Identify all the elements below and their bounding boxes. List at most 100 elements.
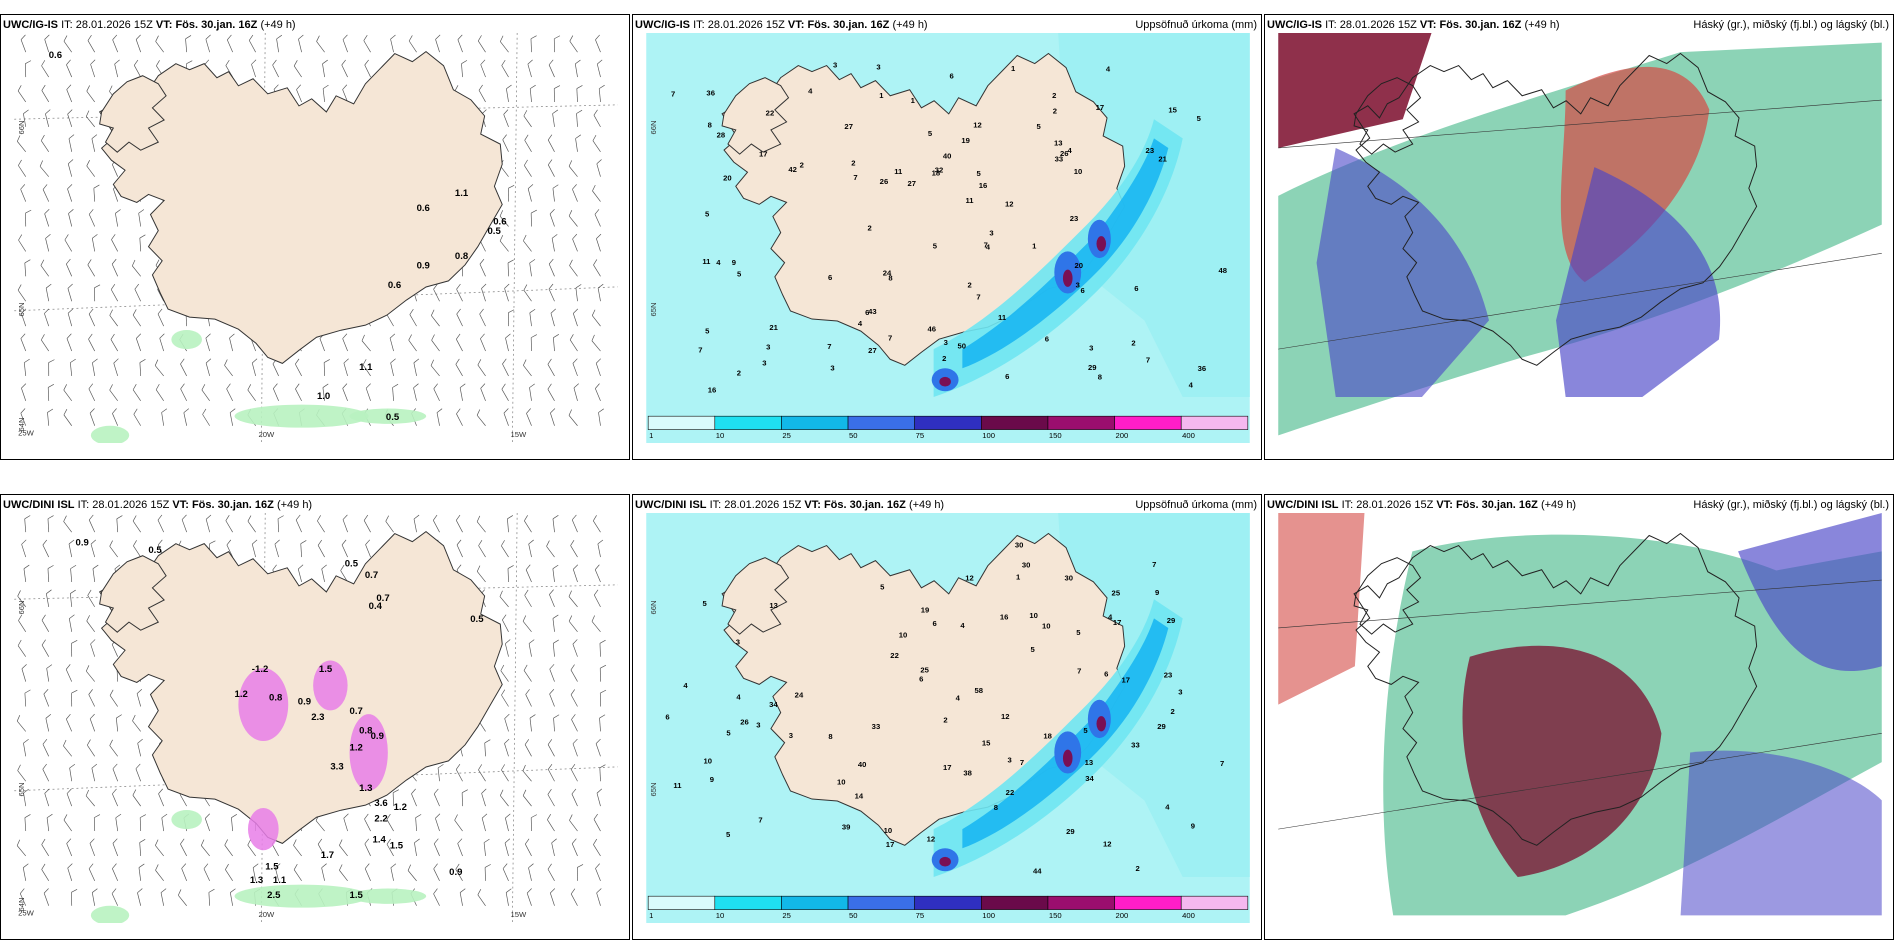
longitude-label: 15W [510, 910, 527, 919]
precip-value-label: 1 [1011, 64, 1016, 73]
wind-value-label: 0.7 [365, 570, 378, 581]
wind-barb [433, 283, 440, 302]
precip-max [1096, 236, 1107, 252]
init-time: 28.01.2026 15Z [92, 499, 170, 511]
precip-value-label: 5 [726, 729, 731, 738]
precip-value-label: 17 [1113, 618, 1122, 627]
precip-value-label: 12 [1005, 199, 1014, 208]
precip-value-label: 30 [1015, 541, 1024, 550]
wind-green-patch [90, 425, 130, 443]
wind-barb [157, 308, 164, 327]
wind-barb [41, 84, 50, 103]
wind-barb [247, 515, 256, 533]
wind-barb [158, 788, 164, 807]
precip-value-label: 6 [1080, 286, 1084, 295]
wind-barb [91, 888, 98, 906]
wind-barb [20, 34, 27, 53]
wind-value-label: 1.1 [273, 875, 287, 886]
wind-barb [505, 333, 511, 352]
wind-barb [504, 713, 510, 732]
wind-barb [547, 383, 555, 402]
precip-value-label: 2 [868, 223, 872, 232]
precip-max [1096, 716, 1107, 732]
wind-barb [88, 333, 96, 352]
wind-barb [224, 839, 233, 857]
wind-barb [63, 739, 72, 757]
valid-time: Fös. 30.jan. 16Z [1439, 19, 1522, 31]
legend-tick-label: 150 [1049, 431, 1062, 440]
wind-barb [572, 308, 579, 327]
precip-value-label: 4 [1165, 803, 1170, 812]
precip-value-label: 40 [943, 152, 952, 161]
longitude-line [511, 33, 518, 443]
wind-barb [572, 639, 578, 657]
wind-barb [226, 34, 233, 53]
panel-igis-wind: UWC/IG-IS IT: 28.01.2026 15Z VT: Fös. 30… [0, 14, 630, 460]
precip-value-label: 8 [994, 803, 999, 812]
wind-value-label: 0.9 [449, 867, 462, 878]
precip-value-label: 18 [932, 168, 941, 177]
wind-barb [88, 383, 96, 401]
wind-barb [553, 35, 561, 53]
wind-barb [39, 160, 49, 177]
wind-barb [529, 84, 536, 103]
precip-value-label: 19 [961, 136, 970, 145]
precip-value-label: 1 [911, 96, 916, 105]
wind-barb [275, 863, 281, 881]
wind-barb [547, 134, 555, 152]
legend-tick-label: 150 [1049, 911, 1062, 920]
wind-barb [40, 134, 50, 152]
wind-barb [248, 34, 256, 53]
wind-barb [504, 838, 511, 857]
wind-barb [528, 539, 534, 558]
precip-value-label: 15 [982, 738, 991, 747]
legend-swatch [847, 415, 915, 430]
precip-value-label: 10 [884, 826, 893, 835]
precip-value-label: 5 [705, 209, 710, 218]
wind-barb [300, 540, 307, 558]
wind-barb [66, 84, 73, 103]
precip-value-label: 11 [894, 167, 903, 176]
wind-barb [413, 383, 419, 401]
wind-barb [252, 863, 259, 881]
wind-barb [594, 209, 601, 227]
wind-barb [433, 888, 440, 906]
wind-barb [456, 539, 463, 558]
panel-header: UWC/DINI ISL IT: 28.01.2026 15Z VT: Fös.… [3, 499, 625, 512]
wind-value-label: 1.3 [359, 783, 372, 794]
precip-value-label: 7 [853, 173, 857, 182]
valid-time: Fös. 30.jan. 16Z [807, 19, 890, 31]
wind-barb [203, 863, 210, 881]
wind-green-patch [234, 404, 369, 428]
init-time: 28.01.2026 15Z [724, 499, 802, 511]
precip-value-label: 26 [1060, 149, 1069, 158]
wind-barb [132, 714, 141, 732]
precip-value-label: 3 [989, 229, 993, 238]
wind-barb [480, 59, 486, 78]
panel-title: Uppsöfnuð úrkoma (mm) [1135, 499, 1257, 511]
legend-tick-label: 75 [916, 431, 925, 440]
precip-value-label: 7 [1146, 355, 1150, 364]
wind-barb [86, 85, 95, 103]
wind-barb [224, 359, 233, 377]
wind-barb [41, 60, 50, 78]
precip-value-label: 2 [737, 368, 741, 377]
wind-barb [85, 789, 95, 807]
wind-barb [43, 888, 50, 906]
wind-barb [251, 59, 257, 78]
precip-value-label: 26 [740, 717, 749, 726]
convective-cell [313, 660, 348, 711]
wind-barb [501, 540, 509, 558]
legend-swatch [914, 895, 982, 910]
legend-swatch [781, 415, 849, 430]
precip-value-label: 25 [920, 665, 929, 674]
wind-barb [437, 764, 444, 782]
wind-barb [364, 838, 371, 857]
wind-barb [41, 639, 50, 657]
wind-barb [456, 333, 463, 352]
wind-barb [530, 35, 537, 53]
wind-barb [132, 515, 141, 533]
wind-barb [597, 539, 604, 558]
init-time: 28.01.2026 15Z [707, 19, 785, 31]
wind-barb [231, 813, 238, 832]
